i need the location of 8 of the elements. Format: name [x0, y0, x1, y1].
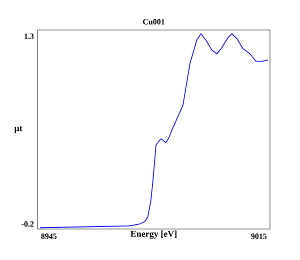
- y-tick-label: -0.2: [22, 221, 34, 227]
- line-series: [39, 33, 268, 228]
- chart-title: Cu001: [143, 19, 164, 24]
- x-tick-label: 9015: [251, 234, 267, 239]
- y-tick-label: 1.3: [24, 34, 34, 39]
- x-tick-label: 8945: [41, 234, 57, 239]
- y-axis-title: μt: [14, 126, 22, 133]
- x-axis-title: Energy [eV]: [130, 230, 176, 239]
